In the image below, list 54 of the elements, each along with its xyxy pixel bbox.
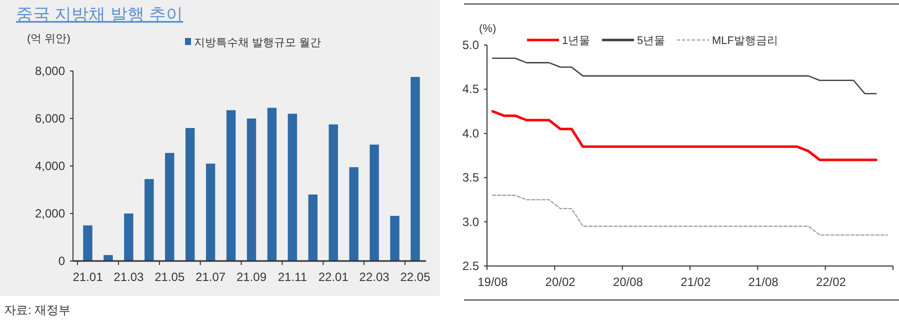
- x-tick-label: 21.07: [196, 270, 226, 284]
- bar: [206, 164, 216, 261]
- x-tick-label: 22.03: [359, 270, 390, 284]
- y-tick-label: 4.5: [462, 82, 480, 96]
- y-axis-title: (%): [479, 23, 496, 35]
- legend-label: MLF발행금리: [712, 35, 778, 47]
- x-tick-label: 21.01: [72, 270, 104, 284]
- y-tick-label: 5.0: [462, 38, 480, 52]
- x-tick-label: 22/02: [816, 275, 846, 289]
- y-tick-label: 3.5: [462, 170, 480, 185]
- x-tick-label: 21.09: [236, 270, 267, 284]
- legend-label: 5년물: [637, 35, 666, 47]
- y-tick-label: 2.5: [462, 259, 480, 273]
- x-tick-label: 21.11: [278, 270, 308, 284]
- text: 자료: 재정부: [4, 303, 71, 317]
- bar: [390, 216, 400, 261]
- line-series: [492, 194, 888, 236]
- bar: [349, 167, 358, 261]
- x-tick-label: 20/08: [612, 275, 644, 289]
- x-tick-label: 20/02: [545, 275, 576, 289]
- y-tick-label: 2,000: [34, 206, 66, 220]
- y-tick-label: 3.0: [462, 214, 480, 229]
- bar: [83, 225, 92, 261]
- legend-label: 지방특수채 발행규모 월간: [194, 37, 322, 49]
- bar: [165, 152, 174, 261]
- y-tick-label: 8,000: [34, 64, 66, 78]
- line-series: [491, 110, 878, 162]
- chart-title: 중국 지방채 발행 추이: [16, 5, 184, 24]
- x-tick-label: 21.05: [154, 270, 185, 284]
- x-tick-label: 22.05: [400, 270, 431, 284]
- x-tick-label: 21/02: [680, 275, 711, 289]
- bar: [370, 144, 379, 261]
- y-tick-label: 4,000: [34, 159, 66, 173]
- bar: [308, 194, 318, 261]
- bar: [267, 108, 277, 261]
- y-tick-label: 6,000: [34, 112, 66, 126]
- legend-label: 1년물: [562, 35, 590, 47]
- x-tick-label: 19/08: [478, 275, 508, 289]
- bar: [288, 114, 298, 261]
- y-axis-title: (억 위안): [27, 33, 70, 45]
- bar: [185, 128, 195, 261]
- bar: [104, 255, 113, 261]
- y-tick-label: 4.0: [462, 126, 480, 140]
- bar: [124, 214, 134, 261]
- bar: [328, 124, 338, 261]
- bar: [226, 110, 236, 261]
- bar: [410, 76, 420, 261]
- y-tick-label: 0: [58, 254, 66, 268]
- bar: [144, 179, 154, 261]
- x-tick-label: 21/08: [748, 275, 779, 289]
- x-tick-label: 22.01: [318, 270, 349, 284]
- x-tick-label: 21.03: [114, 270, 144, 284]
- line-series: [492, 58, 877, 94]
- bar: [246, 118, 256, 261]
